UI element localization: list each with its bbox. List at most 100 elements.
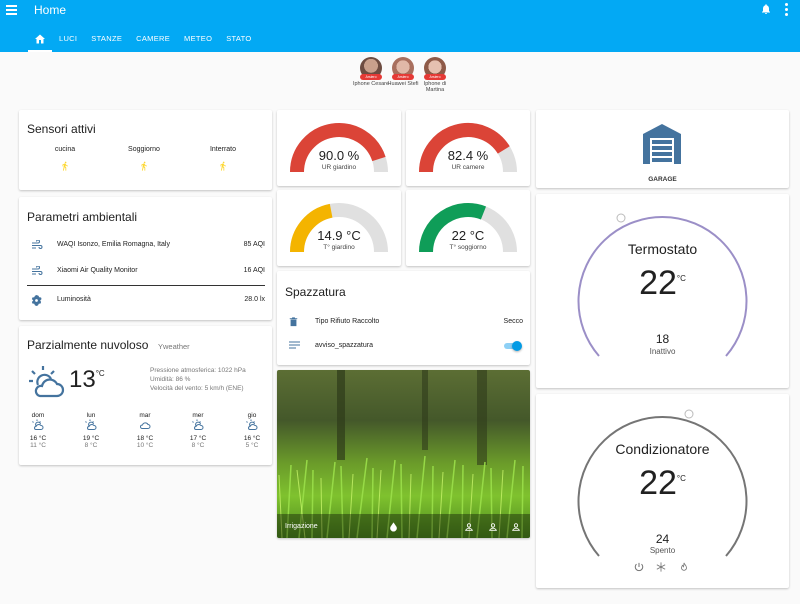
setpoint-handle	[684, 409, 694, 419]
notes-icon	[289, 341, 300, 349]
condizionatore-dial[interactable]	[571, 406, 754, 581]
sprinkler-icon[interactable]	[464, 522, 474, 532]
spazzatura-row[interactable]: Tipo Rifiuto Raccolto Secco	[285, 315, 523, 329]
thermostat-mode: Spento	[649, 546, 676, 555]
water-drop-icon[interactable]	[389, 522, 398, 532]
overflow-menu-icon[interactable]	[785, 3, 791, 18]
person-name: Iphone di Martina	[423, 81, 447, 93]
param-value: 16 AQI	[243, 267, 265, 274]
air-icon	[32, 240, 43, 249]
condizionatore-card: Condizionatore 22°C 24 Spento	[536, 394, 789, 588]
snowflake-icon[interactable]	[656, 562, 666, 572]
divider	[27, 285, 265, 286]
spazzatura-row[interactable]: avviso_spazzatura	[285, 339, 523, 353]
location-badge: Arsiero	[424, 74, 446, 80]
menu-icon[interactable]	[6, 3, 22, 17]
gauge-card[interactable]: 82.4 % UR camere	[406, 110, 530, 186]
gauge-card[interactable]: 90.0 % UR giardino	[277, 110, 401, 186]
gauge	[419, 203, 517, 253]
card-title: Parametri ambientali	[27, 210, 138, 224]
param-row[interactable]: Luminosità 28.0 lx	[27, 293, 265, 307]
sensori-card: Sensori attivi cucina Soggiorno Interrat…	[19, 110, 272, 190]
param-label: Luminosità	[57, 296, 91, 303]
param-value: 85 AQI	[243, 241, 265, 248]
gauge-value: 14.9 °C	[317, 228, 361, 243]
trash-icon	[289, 317, 298, 327]
tab-luci[interactable]: LUCI	[59, 34, 78, 43]
gauge-value: 82.4 %	[447, 148, 489, 163]
person-badge[interactable]: Arsiero Iphone Cesare	[350, 57, 392, 87]
card-title: Spazzatura	[285, 285, 346, 299]
weather-details: Pressione atmosferica: 1022 hPa Umidità:…	[150, 367, 246, 392]
partly-cloudy-icon	[29, 366, 65, 398]
person-badge[interactable]: Arsiero Iphone di Martina	[414, 57, 456, 93]
page-title: Home	[34, 3, 67, 17]
sprinkler-icon[interactable]	[511, 522, 521, 532]
thermostat-name: Condizionatore	[615, 441, 710, 457]
air-icon	[32, 266, 43, 275]
tab-camere[interactable]: CAMERE	[136, 34, 171, 43]
garage-card[interactable]: GARAGE	[536, 110, 789, 188]
tab-meteo[interactable]: METEO	[184, 34, 213, 43]
partly-cloudy-icon	[85, 419, 97, 430]
sensor-item[interactable]: Soggiorno	[114, 146, 174, 173]
location-badge: Arsiero	[360, 74, 382, 80]
walk-icon	[62, 161, 68, 171]
gauge-label: T° giardino	[323, 244, 355, 251]
spazzatura-card: Spazzatura Tipo Rifiuto Raccolto Secco a…	[277, 271, 530, 365]
param-label: WAQI Isonzo, Emilia Romagna, Italy	[57, 241, 170, 248]
spazzatura-value: Secco	[503, 318, 523, 325]
forecast-day: mer 17 °C 8 °C	[189, 412, 207, 449]
tab-stanze[interactable]: STANZE	[91, 34, 123, 43]
gauge-fill	[290, 203, 333, 253]
gauge	[419, 123, 517, 173]
setpoint-handle	[616, 213, 626, 223]
fire-icon[interactable]	[679, 562, 689, 572]
bell-icon[interactable]	[760, 3, 772, 15]
sensor-item[interactable]: Interrato	[193, 146, 253, 173]
tab-stato[interactable]: STATO	[226, 34, 252, 43]
current-temperature: 22°C	[639, 464, 686, 502]
param-label: Xiaomi Air Quality Monitor	[57, 267, 138, 274]
garage-icon	[643, 124, 681, 164]
gauge-fill	[419, 123, 510, 173]
param-row[interactable]: WAQI Isonzo, Emilia Romagna, Italy 85 AQ…	[27, 238, 265, 252]
avviso-toggle[interactable]	[503, 341, 522, 351]
home-icon	[35, 34, 45, 44]
partly-cloudy-icon	[192, 419, 204, 430]
gauge-card[interactable]: 22 °C T° soggiorno	[406, 190, 530, 266]
sensor-item[interactable]: cucina	[35, 146, 95, 173]
sensor-label: Soggiorno	[128, 146, 160, 153]
cloudy-icon	[140, 422, 151, 429]
forecast-day: lun 19 °C 8 °C	[82, 412, 100, 449]
parametri-card: Parametri ambientali WAQI Isonzo, Emilia…	[19, 197, 272, 320]
forecast-day: dom 16 °C 11 °C	[29, 412, 47, 449]
param-row[interactable]: Xiaomi Air Quality Monitor 16 AQI	[27, 264, 265, 278]
target-temperature: 18	[655, 332, 670, 346]
person-name: Huawei Stefi	[387, 81, 419, 87]
irrigazione-picture-card[interactable]: Irrigazione	[277, 370, 530, 538]
tab-bar: LUCI STANZE CAMERE METEO STATO	[28, 28, 258, 52]
current-temperature: 13°C	[69, 366, 105, 393]
brightness-icon	[31, 295, 42, 306]
gauge-card[interactable]: 14.9 °C T° giardino	[277, 190, 401, 266]
target-temperature: 24	[655, 532, 670, 546]
forecast-day: mar 18 °C 10 °C	[136, 412, 154, 449]
gauge-value: 22 °C	[451, 228, 485, 243]
thermostat-mode: Inattivo	[649, 347, 676, 356]
sprinkler-icon[interactable]	[488, 522, 498, 532]
termostato-card: Termostato 22°C 18 Inattivo	[536, 194, 789, 388]
gauge	[290, 123, 388, 173]
termostato-dial[interactable]	[571, 206, 754, 381]
tab-home[interactable]	[28, 28, 52, 52]
avatar: Arsiero	[424, 57, 446, 80]
person-badge[interactable]: Arsiero Huawei Stefi	[382, 57, 424, 87]
power-icon[interactable]	[634, 562, 644, 572]
meteo-card[interactable]: Parzialmente nuvoloso Yweather 13°C Pres…	[19, 326, 272, 465]
app-header: Home LUCI STANZE CAMERE METEO STATO	[0, 0, 800, 52]
forecast-day: gio 16 °C 5 °C	[243, 412, 261, 449]
card-title: Sensori attivi	[27, 122, 96, 136]
garage-label: GARAGE	[648, 176, 677, 183]
weather-condition: Parzialmente nuvoloso	[27, 338, 149, 352]
partly-cloudy-icon	[246, 419, 258, 430]
